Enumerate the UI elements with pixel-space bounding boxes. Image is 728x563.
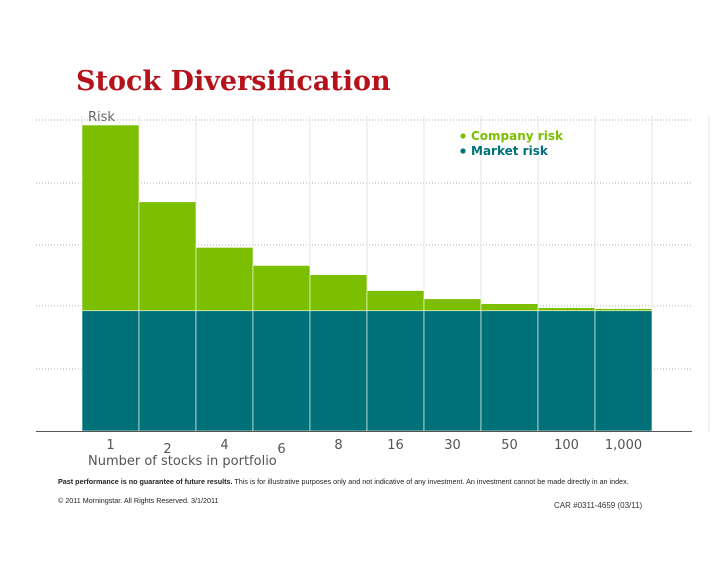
x-tick-label: 50 (501, 438, 518, 453)
bar-company-4 (252, 265, 311, 312)
legend-label: Market risk (471, 144, 549, 158)
document-code: CAR #0311-4659 (03/11) (554, 501, 643, 510)
x-tick-label: 16 (387, 438, 404, 453)
bar-market-2 (138, 310, 197, 432)
bar-market-10 (594, 310, 653, 432)
bar-market-8 (480, 310, 539, 432)
bar-company-7 (423, 298, 482, 312)
y-axis-label: Risk (88, 110, 115, 125)
bar-market-4 (252, 310, 311, 432)
page-title: Stock Diversification (76, 66, 391, 97)
bar-market-5 (309, 310, 368, 432)
copyright: © 2011 Morningstar. All Rights Reserved.… (58, 496, 219, 505)
disclaimer-text: This is for illustrative purposes only a… (232, 477, 629, 486)
bar-market-3 (195, 310, 254, 432)
bar-company-6 (366, 290, 425, 312)
x-tick-labels: 1 2 4 6 8 16 30 50 100 1,000 (106, 438, 642, 457)
bar-company-3 (195, 247, 254, 312)
legend-marker (460, 148, 466, 154)
disclaimer: Past performance is no guarantee of futu… (58, 474, 668, 489)
legend-marker (460, 133, 466, 139)
x-tick-label: 1 (106, 438, 114, 453)
bar-market-7 (423, 310, 482, 432)
bar-company-1 (81, 124, 140, 312)
disclaimer-bold: Past performance is no guarantee of futu… (58, 477, 233, 486)
bar-company-5 (309, 274, 368, 312)
bar-company-2 (138, 201, 197, 312)
chart-bars (81, 124, 653, 432)
bar-company-9 (537, 307, 596, 312)
x-tick-label: 6 (277, 442, 285, 457)
legend-label: Company risk (471, 129, 564, 143)
x-tick-label: 2 (163, 442, 171, 457)
x-tick-label: 1,000 (605, 438, 642, 453)
bar-company-8 (480, 303, 539, 312)
x-tick-label: 100 (554, 438, 579, 453)
bar-company-10 (594, 308, 653, 312)
x-tick-label: 30 (444, 438, 461, 453)
x-tick-label: 4 (220, 438, 228, 453)
bar-market-9 (537, 310, 596, 432)
x-axis-label: Number of stocks in portfolio (88, 454, 277, 469)
bar-market-6 (366, 310, 425, 432)
bar-market-1 (81, 310, 140, 432)
x-tick-label: 8 (334, 438, 342, 453)
